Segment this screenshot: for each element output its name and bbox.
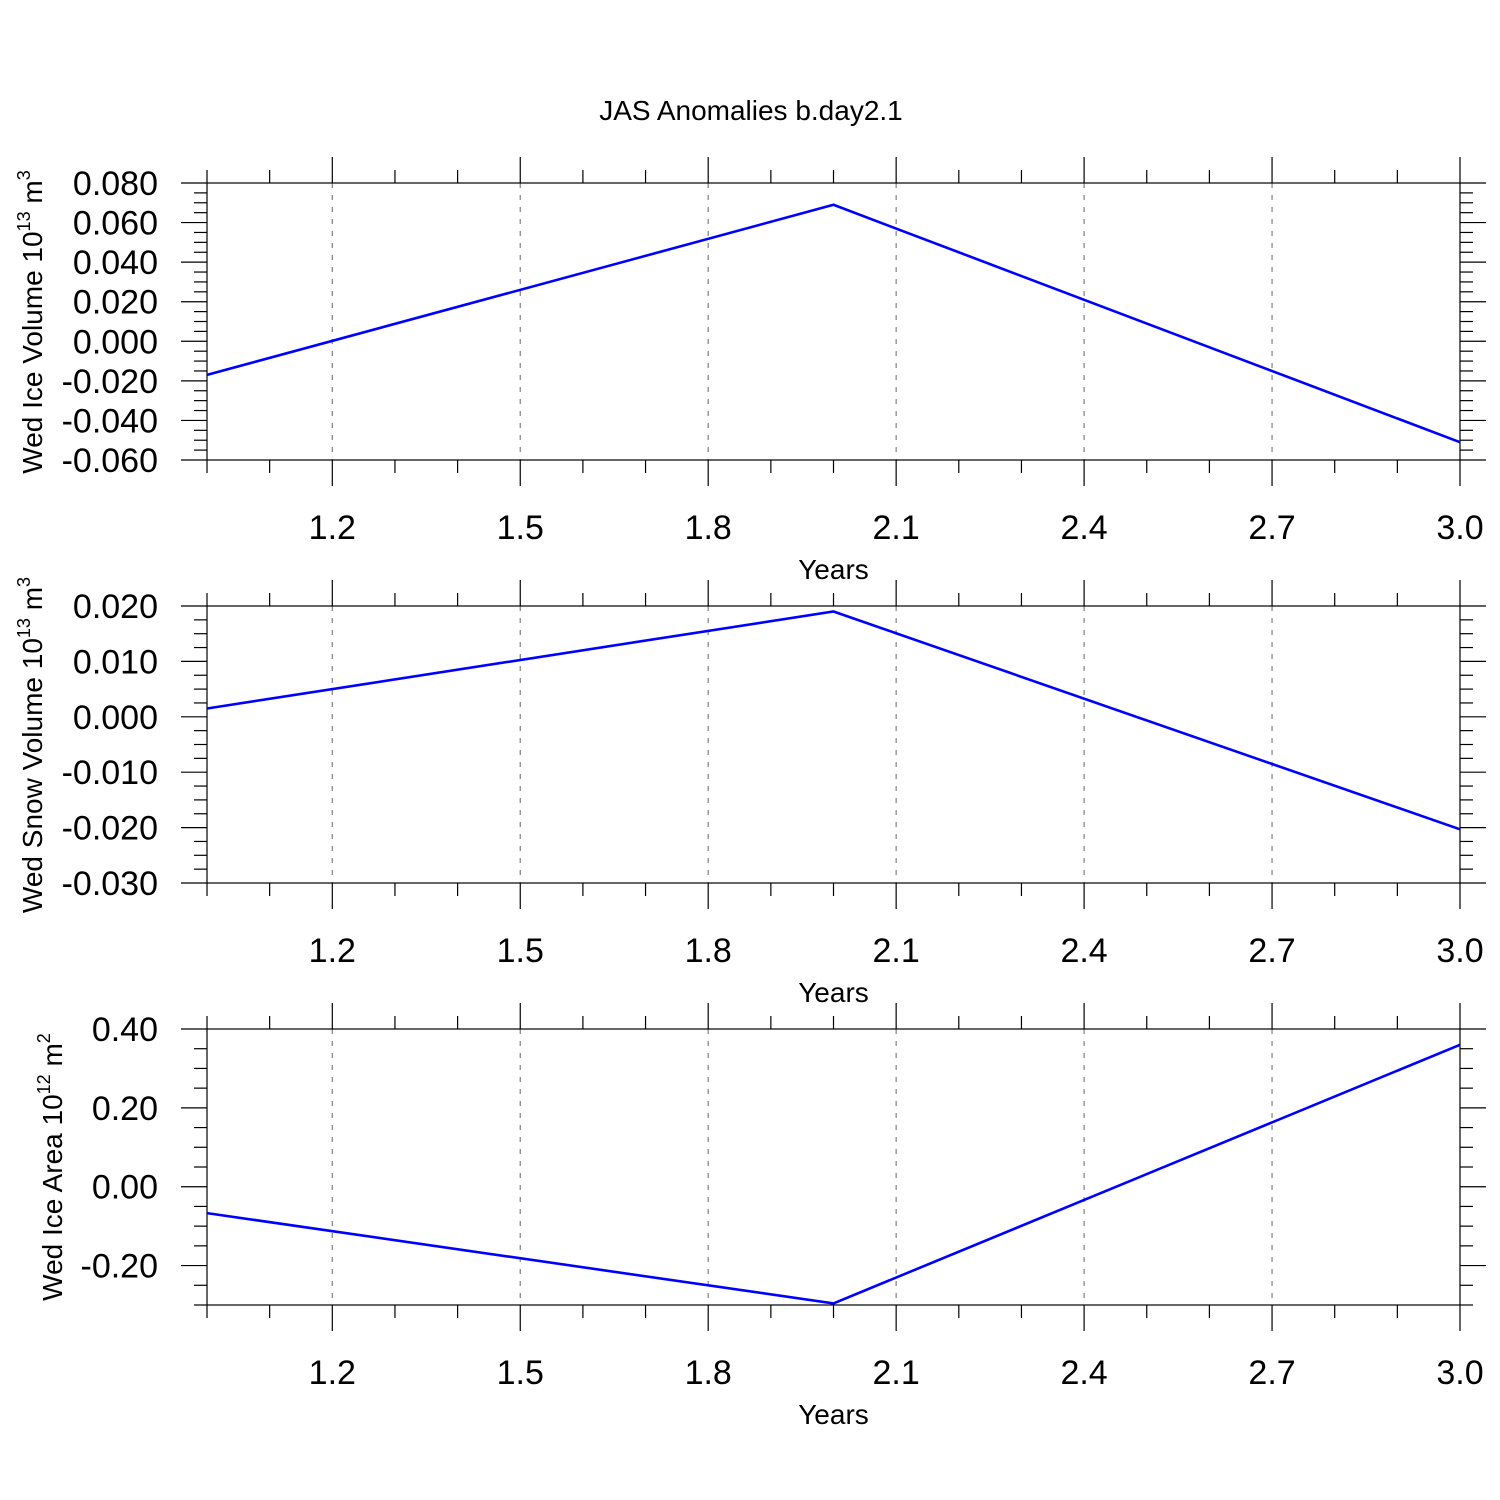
plot-frame <box>206 182 1461 461</box>
chart-panel-1: 1.2 1.5 1.8 2.1 2.4 2.7 3.0 0.0800.0600.0400.02… <box>14 157 1486 585</box>
x-tick-label: 3.0 <box>1436 509 1483 547</box>
x-tick-label: 2.1 <box>873 1354 920 1392</box>
y-tick-label: 0.000 <box>73 699 158 737</box>
y-tick-label: 0.020 <box>73 588 158 626</box>
x-tick-label: 1.2 <box>309 1354 356 1392</box>
y-tick-label: 0.40 <box>92 1011 158 1049</box>
y-tick-label: -0.020 <box>62 810 158 848</box>
y-tick-label: 0.00 <box>92 1169 158 1207</box>
x-axis-title: Years <box>798 1399 869 1430</box>
x-tick-label: 2.4 <box>1060 509 1107 547</box>
y-tick-label: 0.060 <box>73 205 158 243</box>
series-line <box>206 1043 1461 1305</box>
x-tick-label: 2.4 <box>1060 1354 1107 1392</box>
x-tick-label: 3.0 <box>1436 1354 1483 1392</box>
y-tick-label: 0.020 <box>73 284 158 322</box>
x-tick-label: 2.4 <box>1060 932 1107 970</box>
y-tick-label: 0.20 <box>92 1090 158 1128</box>
chart-title: JAS Anomalies b.day2.1 <box>599 95 903 126</box>
y-axis-title: Wed Snow Volume 1013 m3 <box>14 577 48 913</box>
y-axis-title: Wed Ice Volume 1013 m3 <box>14 170 48 473</box>
y-tick-label: 0.080 <box>73 165 158 203</box>
x-tick-label: 1.5 <box>497 932 544 970</box>
y-tick-label: 0.000 <box>73 323 158 361</box>
x-tick-label: 1.8 <box>685 1354 732 1392</box>
x-tick-label: 1.8 <box>685 932 732 970</box>
y-tick-label: -0.040 <box>62 402 158 440</box>
chart-panel-3: 1.2 1.5 1.8 2.1 2.4 2.7 3.0 0.40 0.20 0.00 -0.20 Ye… <box>34 1003 1486 1430</box>
series-line <box>206 610 1461 831</box>
x-tick-label: 3.0 <box>1436 932 1483 970</box>
x-axis-title: Years <box>798 554 869 585</box>
x-tick-label: 2.7 <box>1248 509 1295 547</box>
y-tick-label: 0.040 <box>73 244 158 282</box>
y-tick-label: -0.060 <box>62 442 158 480</box>
x-tick-label: 1.2 <box>309 509 356 547</box>
plot-frame <box>206 605 1461 884</box>
y-tick-label: -0.010 <box>62 754 158 792</box>
y-axis-title: Wed Ice Area 1012 m2 <box>34 1033 68 1301</box>
x-tick-label: 2.7 <box>1248 932 1295 970</box>
x-tick-label: 2.1 <box>873 509 920 547</box>
x-tick-label: 1.2 <box>309 932 356 970</box>
x-tick-label: 1.5 <box>497 509 544 547</box>
x-tick-label: 1.5 <box>497 1354 544 1392</box>
y-tick-label: 0.010 <box>73 643 158 681</box>
x-tick-label: 2.7 <box>1248 1354 1295 1392</box>
series-line <box>206 203 1461 444</box>
x-tick-label: 1.8 <box>685 509 732 547</box>
y-tick-label: -0.20 <box>81 1248 159 1286</box>
chart-panel-2: 1.2 1.5 1.8 2.1 2.4 2.7 3.0 0.020 0.010 0.000 -0.0… <box>14 577 1486 1008</box>
x-axis-title: Years <box>798 977 869 1008</box>
y-tick-label: -0.020 <box>62 363 158 401</box>
plot-frame <box>206 1028 1461 1306</box>
x-tick-label: 2.1 <box>873 932 920 970</box>
y-tick-label: -0.030 <box>62 865 158 903</box>
